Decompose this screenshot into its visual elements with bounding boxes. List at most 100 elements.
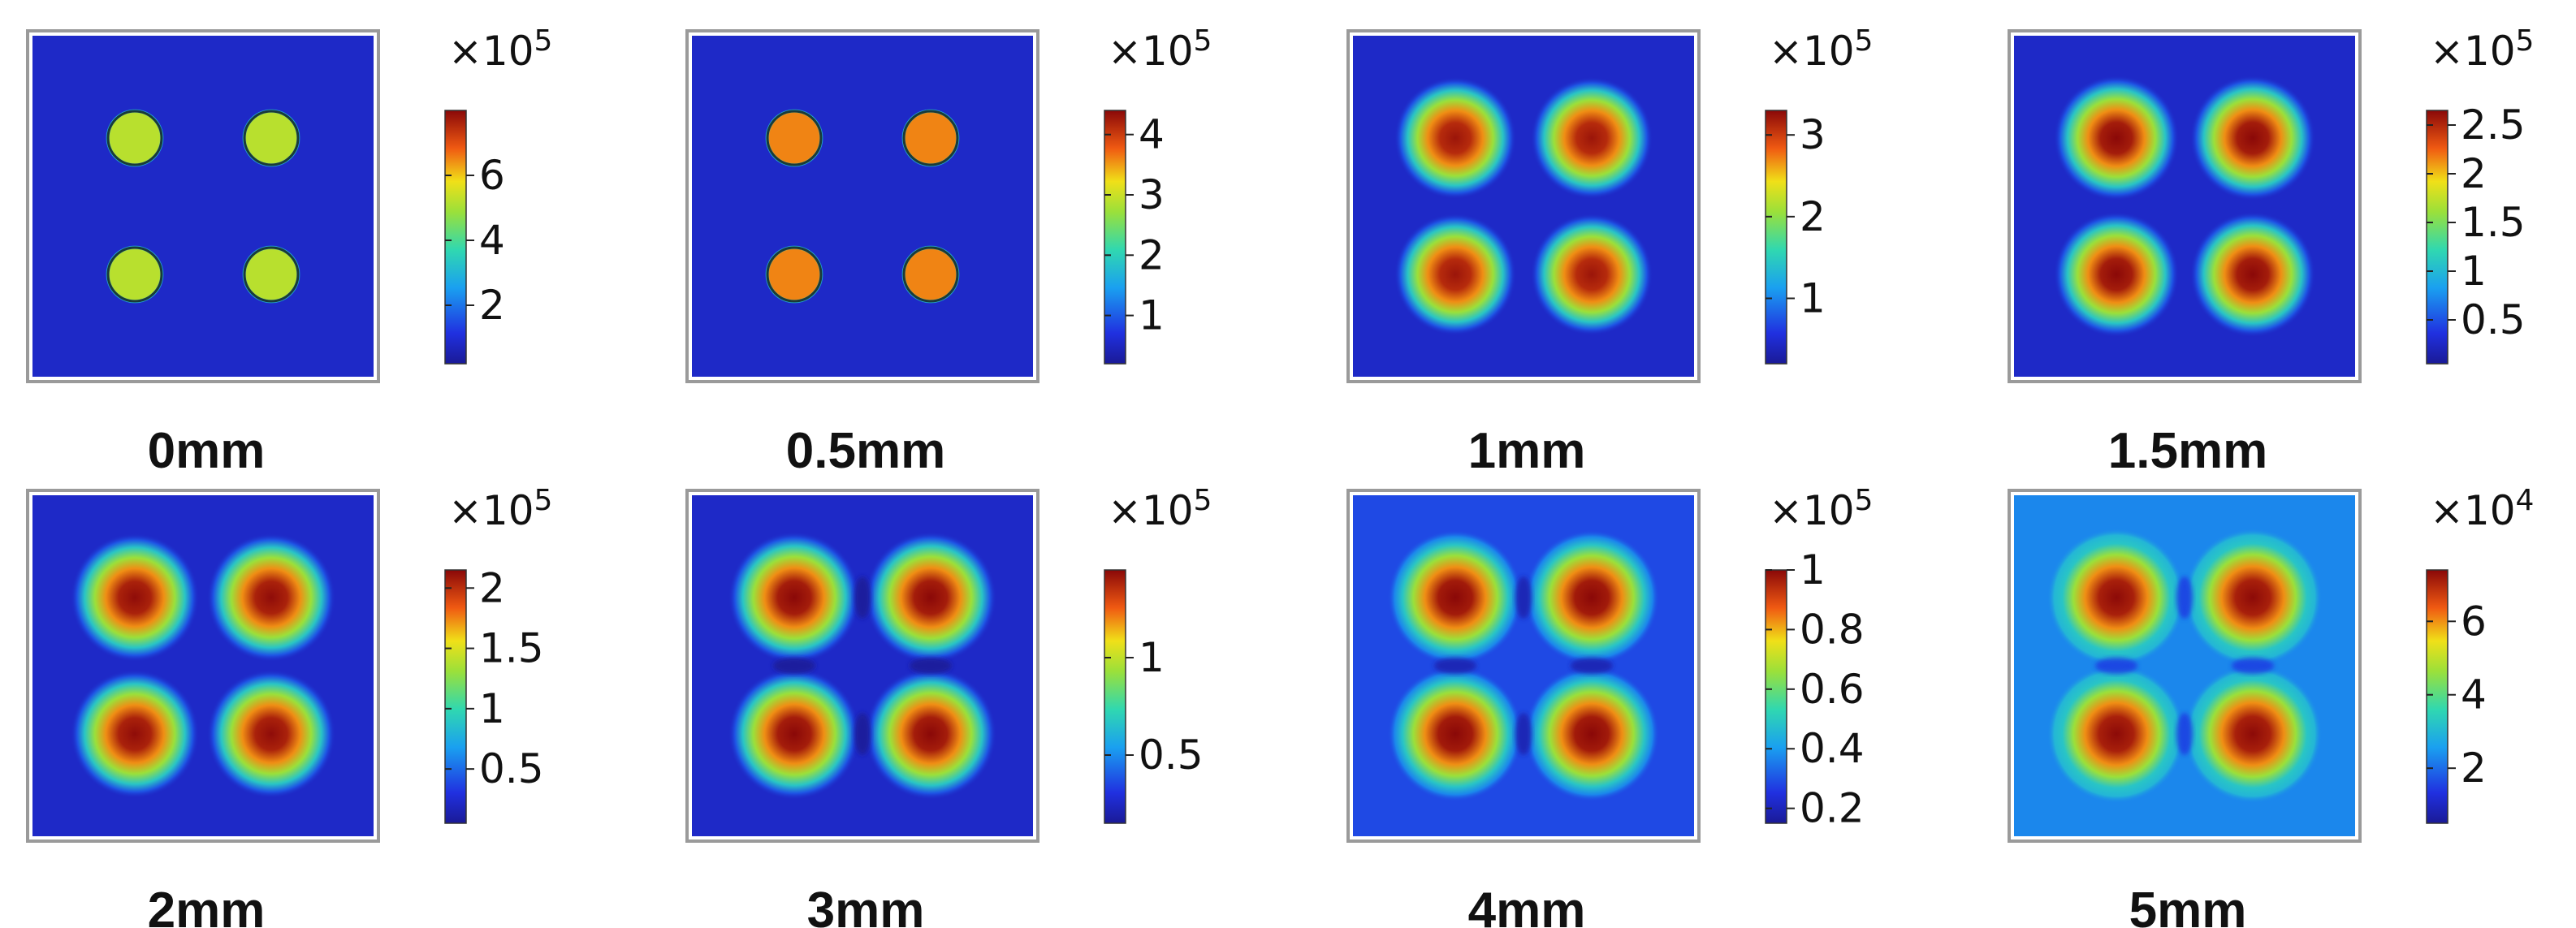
colorbar-multiplier: ×105 [1769,24,1873,75]
colorbar-tick-label: 1 [1800,546,1826,593]
hot-spot [206,533,336,663]
field-background [692,495,1033,836]
panel-0.5mm: ×105 1 2 3 4 0.5mm [685,24,1212,479]
field-background [1353,36,1694,377]
panel-3mm: ×105 0.5 1 3mm [685,484,1212,928]
colorbar-tick-label: 2 [479,564,505,611]
colorbar-tick-label: 2 [1139,231,1165,278]
colorbar-multiplier: ×105 [2430,24,2534,75]
heatmap-field [32,36,374,377]
colorbar-multiplier: ×105 [1108,484,1212,534]
colorbar [1765,110,1787,365]
hot-spot [1394,76,1517,200]
heatmap-field [2014,495,2355,836]
colorbar-tick-label: 0.5 [2461,296,2526,343]
hot-spot-rim [243,110,300,166]
panel-label: 2mm [148,883,266,928]
colorbar-tick-label: 2 [479,282,505,329]
heatmap-field [1353,36,1694,377]
panel-label: 4mm [1468,883,1586,928]
panel-4mm: ×105 0.2 0.4 0.6 0.8 1 4mm [1346,484,1873,928]
colorbar [2426,110,2448,365]
colorbar-multiplier: ×105 [448,484,552,534]
panel-label: 3mm [807,883,925,928]
hot-spot [2189,211,2316,338]
colorbar-tick-label: 0.5 [479,745,544,792]
colorbar-tick-label: 0.2 [1800,785,1865,832]
field-minimum [1571,658,1613,674]
colorbar-tick-label: 2.5 [2461,101,2526,149]
hot-spot [2047,664,2186,804]
hot-spot-rim [106,110,163,166]
colorbar-tick-label: 3 [1800,111,1826,158]
colorbar-tick-label: 4 [1139,111,1165,158]
colorbar [1765,569,1787,824]
colorbar-tick-label: 0.8 [1800,606,1865,653]
hot-spot-rim [766,110,823,166]
field-minimum [1515,713,1532,755]
hot-spot [2183,528,2323,667]
hot-spot-rim [106,246,163,303]
colorbar-tick-label: 1 [1139,292,1165,339]
hot-spot-rim [902,110,959,166]
colorbar [2426,569,2448,824]
heatmap-field [692,495,1033,836]
field-minimum [854,576,871,619]
colorbar [444,110,467,365]
hot-spot [1524,529,1660,666]
hot-spot-rim [766,246,823,303]
colorbar-tick-label: 1.5 [479,625,544,672]
colorbar-multiplier: ×104 [2430,484,2534,534]
colorbar [444,569,467,824]
hot-spot [2183,664,2323,804]
field-background [32,495,374,836]
colorbar-tick-label: 1 [1800,274,1826,322]
field-background [692,36,1033,377]
colorbar-tick-label: 0.6 [1800,666,1865,713]
hot-spot-rim [243,246,300,303]
colorbar-tick-label: 2 [1800,193,1826,240]
panel-label: 0mm [148,423,266,479]
colorbar-multiplier: ×105 [1108,24,1212,75]
field-minimum [1434,658,1476,674]
colorbar-tick-label: 4 [2461,671,2487,719]
panel-label: 1.5mm [2108,423,2267,479]
hot-spot [1387,529,1524,666]
colorbar-multiplier: ×105 [448,24,552,75]
panel-1.5mm: ×105 0.511.522.5 1.5mm [2008,24,2534,479]
hot-spot [728,667,861,801]
field-minimum [2232,658,2274,674]
field-background [1353,495,1694,836]
panel-label: 5mm [2129,883,2247,928]
hot-spot [2053,211,2180,338]
hot-spot [901,109,960,167]
colorbar-tick-label: 6 [479,152,505,199]
field-minimum [2176,713,2193,755]
heatmap-field [32,495,374,836]
field-minimum [2095,658,2137,674]
hot-spot-rim [902,246,959,303]
colorbar-tick-label: 1 [479,685,505,732]
hot-spot [864,531,997,664]
field-minimum [1515,576,1532,619]
field-background [2014,36,2355,377]
colorbar-tick-label: 3 [1139,171,1165,218]
hot-spot [901,245,960,304]
field-minimum [773,658,815,674]
hot-spot [1530,213,1653,336]
colorbar-tick-label: 1 [1139,634,1165,681]
hot-spot [765,245,823,304]
colorbar [1104,110,1126,365]
colorbar-tick-label: 2 [2461,745,2487,792]
panel-label: 1mm [1468,423,1586,479]
field-minimum [2176,576,2193,619]
hot-spot [2189,75,2316,201]
hot-spot [242,245,300,304]
panel-1mm: ×105 1 2 3 1mm [1346,24,1873,479]
colorbar-tick-label: 1.5 [2461,199,2526,246]
heatmap-field [2014,36,2355,377]
hot-spot [2047,528,2186,667]
colorbar-tick-label: 0.5 [1139,732,1204,779]
heatmap-field [692,36,1033,377]
